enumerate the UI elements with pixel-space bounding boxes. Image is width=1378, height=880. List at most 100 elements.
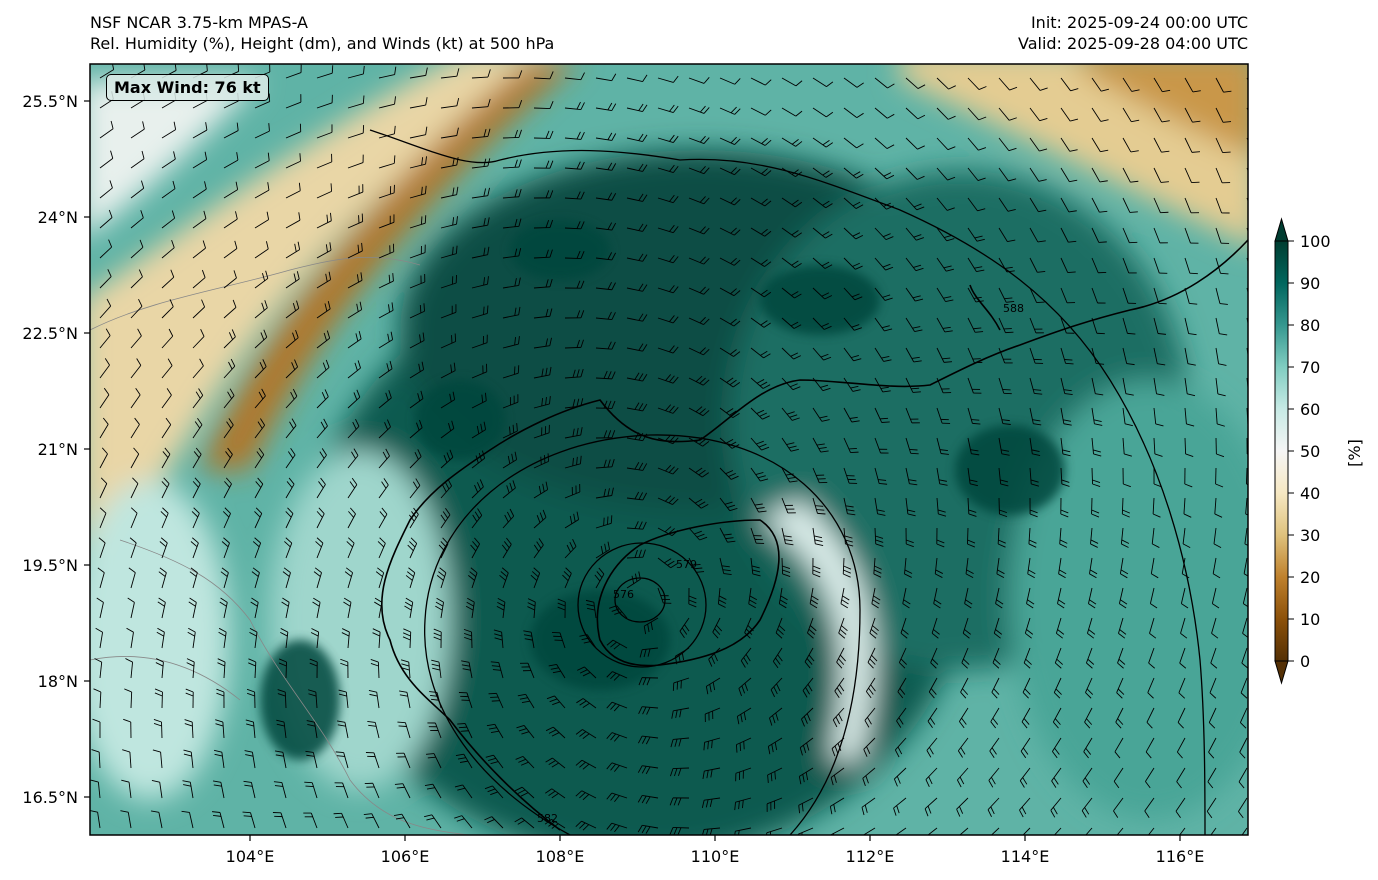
wind-barb-icon	[1029, 287, 1045, 304]
wind-barb-icon	[1152, 497, 1161, 518]
wind-barb-icon	[223, 122, 239, 139]
wind-barb-icon	[192, 477, 201, 499]
wind-barb-icon	[1211, 617, 1219, 639]
wind-barb-icon	[933, 587, 942, 609]
wind-barb-icon	[738, 677, 752, 697]
wind-barb-icon	[1029, 407, 1042, 426]
wind-barb-icon	[812, 227, 833, 239]
wind-barb-icon	[926, 737, 938, 758]
wind-barb-icon	[734, 797, 752, 811]
wind-barb-icon	[99, 120, 114, 139]
wind-barb-icon	[316, 242, 332, 259]
wind-barb-icon	[338, 689, 349, 709]
wind-barb-icon	[438, 537, 449, 559]
wind-barb-icon	[486, 723, 504, 739]
wind-barb-icon	[189, 567, 198, 589]
wind-barb-icon	[1023, 647, 1032, 669]
wind-barb-icon	[998, 227, 1016, 243]
wind-barb-icon	[160, 507, 169, 529]
wind-barb-icon	[280, 628, 289, 649]
wind-barb-icon	[285, 329, 299, 349]
wind-barb-icon	[1091, 317, 1105, 335]
wind-barb-icon	[1022, 677, 1031, 699]
wind-barb-icon	[1051, 767, 1062, 788]
colorbar-min-arrow	[1274, 660, 1289, 685]
wind-barb-icon	[1122, 167, 1139, 183]
wind-barb-icon	[130, 150, 145, 169]
wind-barb-icon	[595, 252, 617, 261]
wind-barb-icon	[905, 167, 925, 180]
wind-barb-icon	[674, 647, 690, 665]
wind-barb-icon	[397, 721, 411, 739]
wind-barb-icon	[874, 467, 888, 485]
wind-barb-icon	[440, 507, 451, 529]
wind-barb-icon	[471, 276, 489, 289]
wind-barb-icon	[1085, 677, 1094, 699]
wind-barb-icon	[334, 782, 349, 799]
wind-barb-icon	[490, 661, 504, 679]
wind-barb-icon	[1184, 167, 1200, 184]
wind-barb-icon	[394, 783, 411, 799]
wind-barb-icon	[638, 677, 659, 686]
wind-barb-icon	[281, 597, 290, 619]
wind-barb-icon	[1211, 587, 1220, 609]
wind-barb-icon	[212, 780, 225, 799]
wind-barb-icon	[254, 123, 270, 139]
wind-barb-icon	[533, 160, 554, 169]
wind-barb-icon	[998, 107, 1017, 121]
wind-barb-icon	[130, 477, 139, 499]
wind-barb-icon	[936, 227, 955, 242]
wind-barb-icon	[440, 420, 455, 439]
wind-barb-icon	[575, 759, 597, 770]
wind-barb-icon	[1184, 137, 1201, 153]
wind-barb-icon	[405, 567, 416, 589]
wind-barb-icon	[1122, 467, 1131, 488]
wind-barb-icon	[957, 737, 969, 758]
wind-barb-icon	[1091, 287, 1106, 304]
wind-barb-icon	[130, 239, 144, 259]
wind-barb-icon	[843, 227, 864, 240]
wind-barb-icon	[807, 617, 817, 639]
wind-barb-icon	[424, 783, 442, 799]
wind-barb-icon	[192, 240, 206, 259]
wind-barb-icon	[1091, 497, 1100, 518]
wind-barb-icon	[893, 767, 907, 787]
wind-barb-icon	[433, 628, 442, 649]
wind-barb-icon	[458, 692, 473, 709]
wind-barb-icon	[514, 817, 535, 829]
wind-barb-icon	[905, 197, 925, 211]
wind-barb-icon	[1091, 437, 1102, 457]
wind-barb-icon	[1241, 647, 1248, 669]
wind-barb-icon	[626, 313, 648, 322]
wind-barb-icon	[250, 597, 259, 619]
wind-barb-icon	[409, 156, 427, 169]
wind-barb-icon	[502, 70, 523, 79]
wind-barb-icon	[192, 447, 202, 469]
wind-barb-icon	[717, 587, 727, 608]
wind-barb-icon	[831, 737, 845, 757]
wind-barb-icon	[99, 447, 108, 469]
wind-barb-icon	[1122, 377, 1134, 396]
wind-barb-icon	[424, 814, 442, 829]
wind-barb-icon	[343, 597, 352, 619]
wind-barb-icon	[308, 689, 318, 709]
wind-barb-icon	[99, 328, 111, 349]
wind-barb-icon	[161, 358, 173, 379]
wind-barb-icon	[409, 419, 423, 439]
wind-barb-icon	[93, 688, 102, 709]
wind-barb-icon	[998, 287, 1015, 303]
wind-barb-icon	[874, 437, 889, 454]
wind-barb-icon	[812, 347, 832, 361]
wind-barb-icon	[657, 434, 679, 445]
wind-barb-icon	[874, 167, 895, 180]
colorbar-tick-label: 60	[1300, 400, 1320, 419]
wind-barb-icon	[502, 277, 521, 289]
wind-barb-icon	[829, 797, 845, 815]
wind-barb-icon	[834, 677, 845, 698]
wind-barb-icon	[378, 155, 396, 169]
wind-barb-icon	[1029, 77, 1048, 91]
wind-barb-icon	[874, 527, 884, 547]
wind-barb-icon	[192, 122, 208, 139]
wind-barb-icon	[564, 191, 585, 200]
wind-barb-icon	[843, 77, 864, 88]
